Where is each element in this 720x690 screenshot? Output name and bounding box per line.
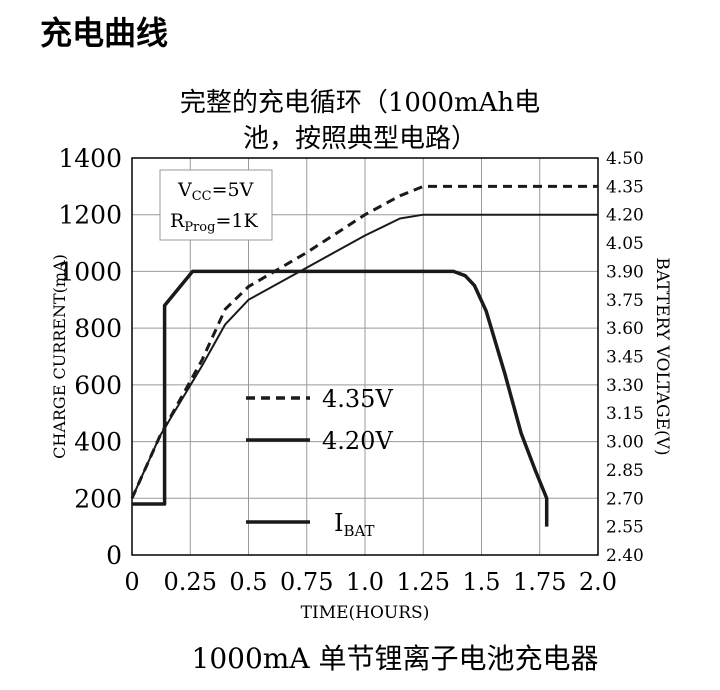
y-right-tick-label: 3.15 bbox=[606, 404, 644, 424]
conditions-box bbox=[159, 169, 273, 241]
rprog-annotation: RProg=1K bbox=[170, 210, 258, 235]
y-right-axis-label: BATTERY VOLTAGE(V) bbox=[652, 257, 672, 455]
y-left-tick-label: 600 bbox=[74, 371, 122, 400]
y-left-tick-label: 1400 bbox=[58, 144, 122, 173]
legend-label: 4.35V bbox=[322, 385, 393, 413]
y-right-tick-label: 4.50 bbox=[606, 149, 644, 169]
y-right-tick-label: 3.00 bbox=[606, 433, 644, 453]
x-tick-label: 0.25 bbox=[164, 568, 217, 596]
series-line-420v bbox=[131, 213, 598, 499]
chart-caption: 1000mA 单节锂离子电池充电器 bbox=[191, 642, 599, 675]
series-line-ibat bbox=[132, 269, 549, 527]
legend-label: IBAT bbox=[334, 509, 375, 540]
x-tick-label: 1.75 bbox=[513, 568, 566, 596]
x-tick-label: 1.25 bbox=[397, 568, 450, 596]
y-right-tick-label: 4.05 bbox=[606, 234, 644, 254]
series-line-435v bbox=[130, 184, 598, 499]
y-right-tick-label: 2.70 bbox=[606, 489, 644, 509]
y-right-tick-label: 4.20 bbox=[606, 206, 644, 226]
y-right-tick-label: 2.55 bbox=[606, 518, 644, 538]
x-axis-label: TIME(HOURS) bbox=[301, 603, 430, 623]
y-left-tick-label: 800 bbox=[74, 314, 122, 343]
y-right-tick-label: 3.30 bbox=[606, 376, 644, 396]
x-tick-label: 1.0 bbox=[346, 568, 384, 596]
chart-title-line-2: 池，按照典型电路） bbox=[242, 124, 477, 154]
y-right-tick-label: 3.45 bbox=[606, 348, 644, 368]
x-tick-label: 2.0 bbox=[579, 568, 617, 596]
chart-title-line-1: 完整的充电循环（1000mAh电 bbox=[179, 88, 541, 118]
y-right-tick-label: 3.90 bbox=[606, 262, 644, 282]
y-right-tick-label: 3.60 bbox=[606, 319, 644, 339]
y-left-tick-label: 200 bbox=[74, 484, 122, 513]
vcc-annotation: VCC=5V bbox=[177, 179, 254, 204]
legend-label: 4.20V bbox=[322, 427, 393, 455]
plot-frame bbox=[131, 157, 599, 556]
y-left-tick-label: 1200 bbox=[58, 201, 122, 230]
x-tick-label: 0.75 bbox=[280, 568, 333, 596]
y-right-tick-label: 2.40 bbox=[606, 546, 644, 566]
y-right-tick-label: 3.75 bbox=[606, 291, 644, 311]
y-left-tick-label: 400 bbox=[74, 428, 122, 457]
x-tick-label: 0.5 bbox=[229, 568, 267, 596]
y-right-tick-label: 2.85 bbox=[606, 461, 644, 481]
x-tick-label: 1.5 bbox=[462, 568, 500, 596]
y-right-tick-label: 4.35 bbox=[606, 177, 644, 197]
y-left-axis-label: CHARGE CURRENT(mA) bbox=[50, 254, 69, 459]
y-left-tick-label: 0 bbox=[106, 541, 122, 570]
page-heading: 充电曲线 bbox=[40, 14, 169, 52]
x-tick-label: 0 bbox=[124, 568, 139, 596]
y-left-tick-label: 1000 bbox=[58, 257, 122, 286]
